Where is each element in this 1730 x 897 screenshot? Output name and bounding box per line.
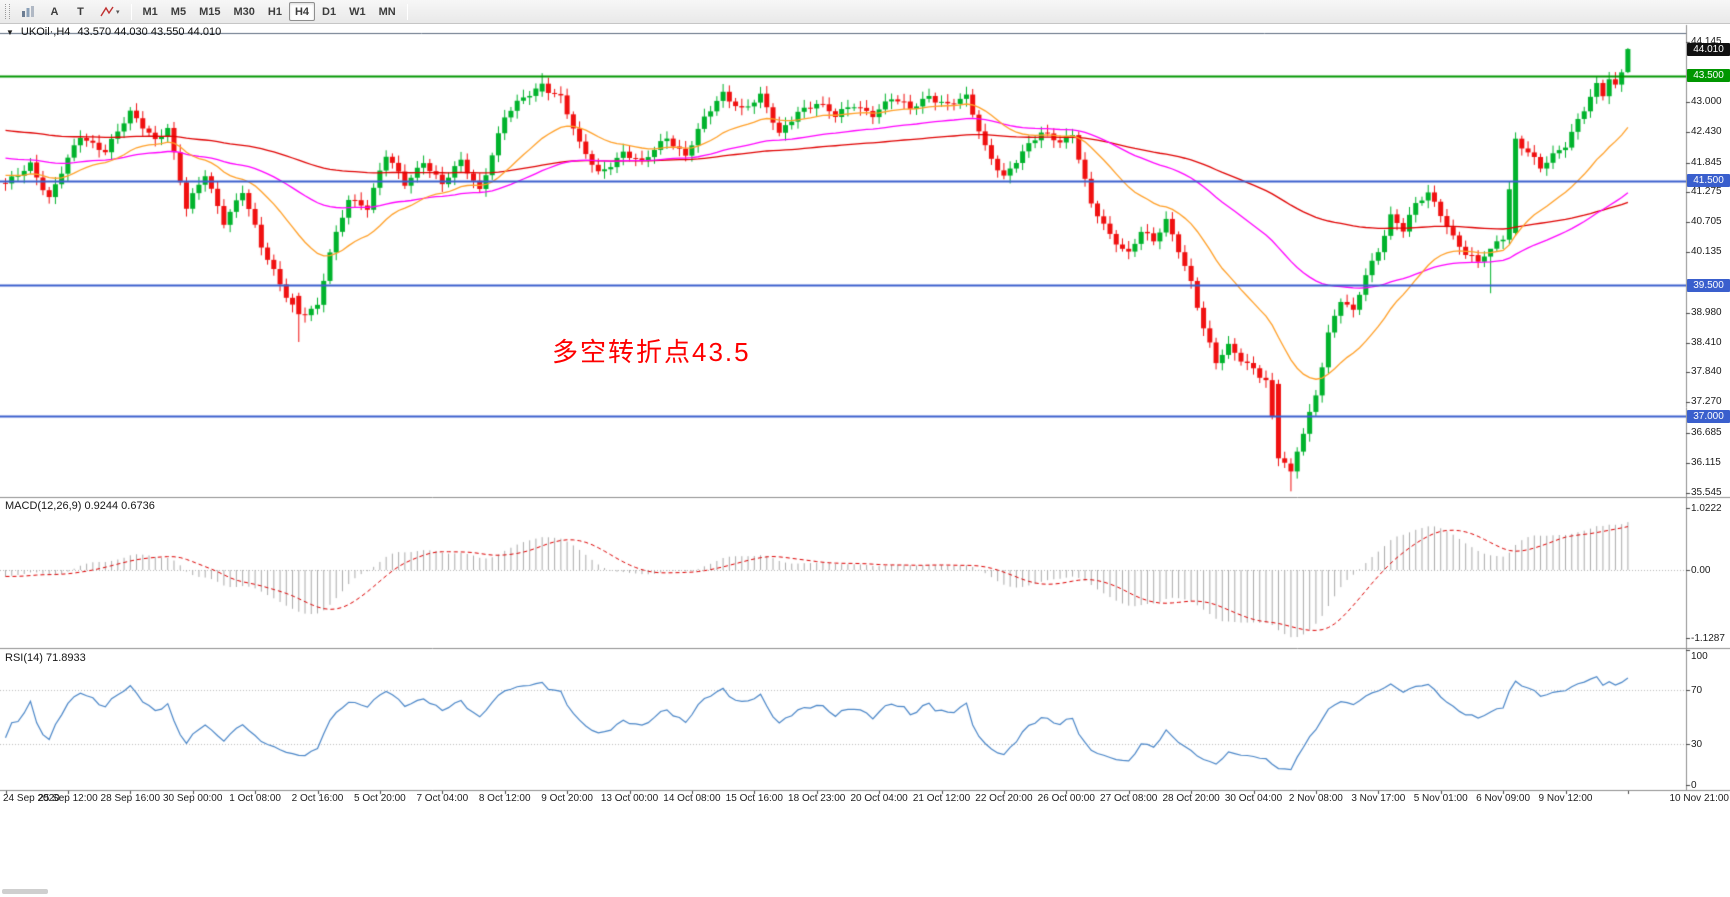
symbol-info: ▼ UKOil·,H4 43.570 44.030 43.550 44.010 <box>6 26 221 38</box>
arrow-tool-button[interactable]: A <box>50 5 59 18</box>
dropdown-arrow-icon: ▾ <box>116 8 120 16</box>
toolbar: A T ▾ M1 M5 M15 M30 H1 H4 D1 W1 MN <box>0 0 1730 24</box>
symbol-ohlc: 43.570 44.030 43.550 44.010 <box>77 26 222 38</box>
charts-toolbar-icon[interactable] <box>15 2 41 21</box>
macd-indicator-label: MACD(12,26,9) 0.9244 0.6736 <box>5 500 155 512</box>
timeframe-button-h1[interactable]: H1 <box>267 5 282 18</box>
rsi-indicator-label: RSI(14) 71.8933 <box>5 652 86 664</box>
toolbar-grip[interactable] <box>5 4 10 19</box>
timeframe-button-d1[interactable]: D1 <box>322 5 337 18</box>
draw-style-icon <box>100 6 114 17</box>
toolbar-separator <box>406 3 408 20</box>
timeframe-button-m30[interactable]: M30 <box>233 5 255 18</box>
symbol-name: UKOil·,H4 <box>20 26 71 38</box>
toolbar-separator <box>130 3 132 20</box>
timeframe-button-mn[interactable]: MN <box>378 5 396 18</box>
chart-annotation: 多空转折点43.5 <box>552 337 751 367</box>
timeframe-button-m5[interactable]: M5 <box>170 5 187 18</box>
symbol-dropdown-icon[interactable]: ▼ <box>6 27 14 37</box>
bar-chart-icon <box>22 6 34 17</box>
timeframe-button-w1[interactable]: W1 <box>349 5 366 18</box>
text-tool-button[interactable]: T <box>77 5 84 18</box>
timeframe-button-m1[interactable]: M1 <box>142 5 158 18</box>
bottom-scrollbar-fragment[interactable] <box>2 889 48 894</box>
draw-style-button[interactable]: ▾ <box>94 2 126 21</box>
timeframe-button-h4[interactable]: H4 <box>288 2 316 21</box>
timeframe-button-m15[interactable]: M15 <box>199 5 221 18</box>
